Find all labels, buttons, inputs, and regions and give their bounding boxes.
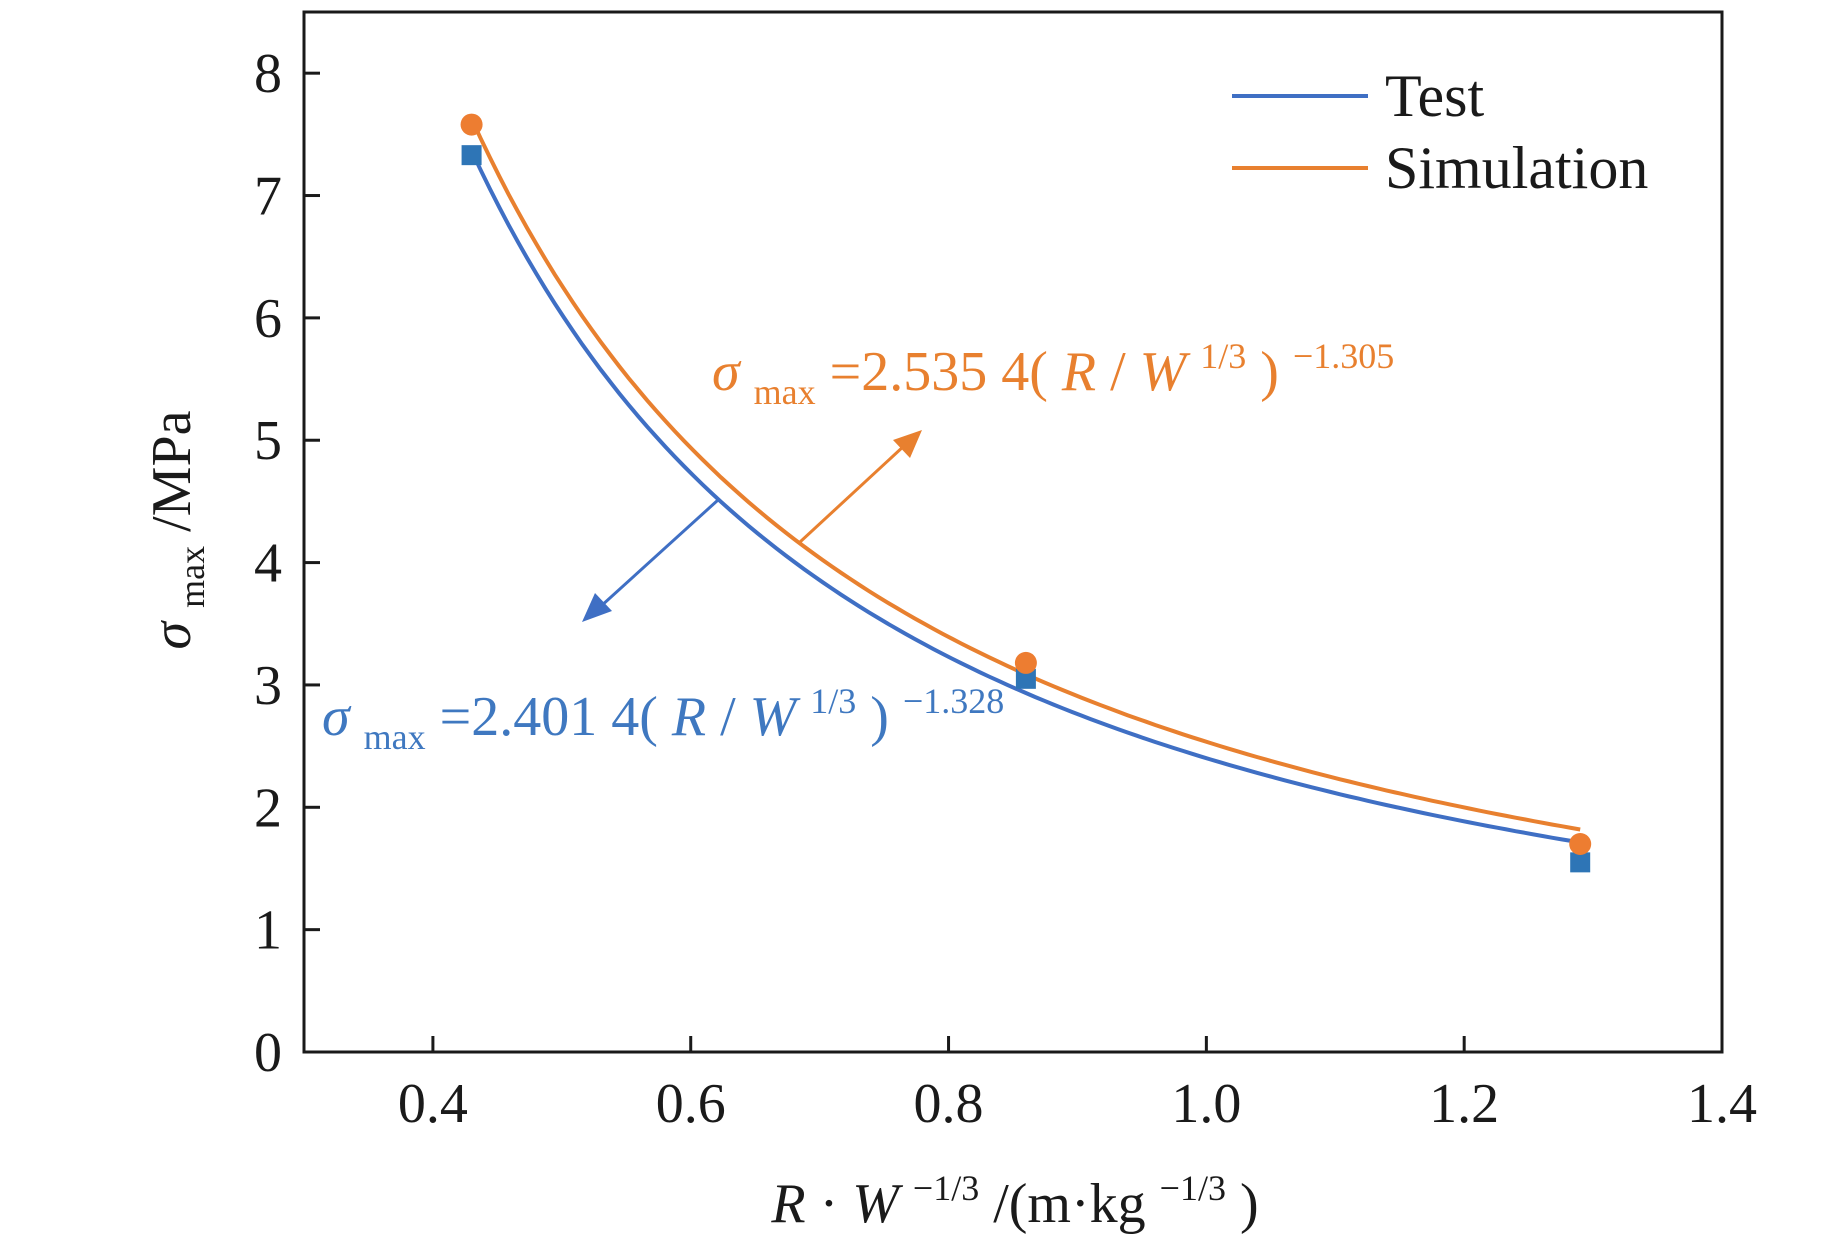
x-tick-label: 0.4 [398,1073,468,1135]
y-tick-label: 2 [254,777,282,839]
data-point-simulation [1569,833,1592,855]
x-title-close: ) [1240,1173,1259,1235]
plot-frame [302,10,1724,1054]
y-tick-label: 0 [254,1022,282,1084]
x-tick-label: 1.0 [1171,1073,1241,1135]
eq-slash: / [720,686,736,748]
eq-sup-w: 1/3 [1200,336,1246,376]
simulation-arrowhead [893,430,922,458]
data-markers [460,113,1592,873]
data-point-test [1015,668,1036,689]
x-title-unit: /(m·kg [993,1173,1145,1235]
y-tick-label: 4 [254,533,282,595]
legend-simulation-label: Simulation [1385,135,1648,201]
y-tick-label: 7 [254,166,282,228]
data-point-test [461,145,482,166]
annotation-arrows [582,430,922,622]
eq-sup-w: 1/3 [810,681,856,721]
eq-r: R [1061,341,1096,403]
eq-sym: σ [712,341,742,403]
x-axis-title: R · W −1/3 /(m·kg −1/3 ) [770,1151,1258,1235]
eq-sub: max [364,717,426,757]
x-tick-label: 0.8 [914,1073,984,1135]
x-title-r: R [770,1173,805,1235]
simulation-equation: σ max =2.535 4( R / W 1/3 ) −1.305 [712,319,1394,417]
eq-body: =2.535 4( [830,341,1048,403]
legend: Test Simulation [1232,63,1648,201]
simulation-arrow [798,443,907,544]
test-equation: σ max =2.401 4( R / W 1/3 ) −1.328 [322,664,1004,762]
eq-w: W [1140,341,1191,403]
eq-close: ) [870,686,889,748]
test-arrow [598,498,720,609]
x-title-exp2: −1/3 [1160,1168,1226,1208]
x-title-dot: · [820,1173,839,1235]
axes: 0 1 2 3 4 5 6 7 8 0.4 0.6 0.8 1.0 1.2 1.4 [254,10,1757,1135]
eq-exp: −1.328 [903,681,1004,721]
y-tick-label: 5 [254,410,282,472]
eq-exp: −1.305 [1293,336,1394,376]
eq-sub: max [754,372,816,412]
y-tick-label: 6 [254,288,282,350]
eq-close: ) [1260,341,1279,403]
x-title-w: W [852,1173,903,1235]
test-arrowhead [582,593,612,622]
y-title-sym: σ [141,619,203,649]
data-point-simulation [1014,651,1037,674]
x-tick-label: 1.2 [1429,1073,1499,1135]
y-tick-label: 3 [254,655,282,717]
y-tick-label: 1 [254,900,282,962]
y-title-unit: /MPa [141,410,203,531]
x-tick-label: 1.4 [1687,1073,1757,1135]
data-point-test [1570,852,1591,873]
x-tick-label: 0.6 [656,1073,726,1135]
eq-sym: σ [322,686,352,748]
y-axis-title: σ max /MPa [141,410,217,649]
eq-r: R [671,686,706,748]
x-title-exp1: −1/3 [913,1168,979,1208]
y-tick-label: 8 [254,43,282,105]
y-title-sub: max [172,546,212,608]
eq-body: =2.401 4( [440,686,658,748]
data-point-simulation [460,113,483,136]
eq-slash: / [1110,341,1126,403]
eq-w: W [750,686,801,748]
legend-test-label: Test [1385,63,1484,129]
fit-curve-test [469,149,1581,845]
